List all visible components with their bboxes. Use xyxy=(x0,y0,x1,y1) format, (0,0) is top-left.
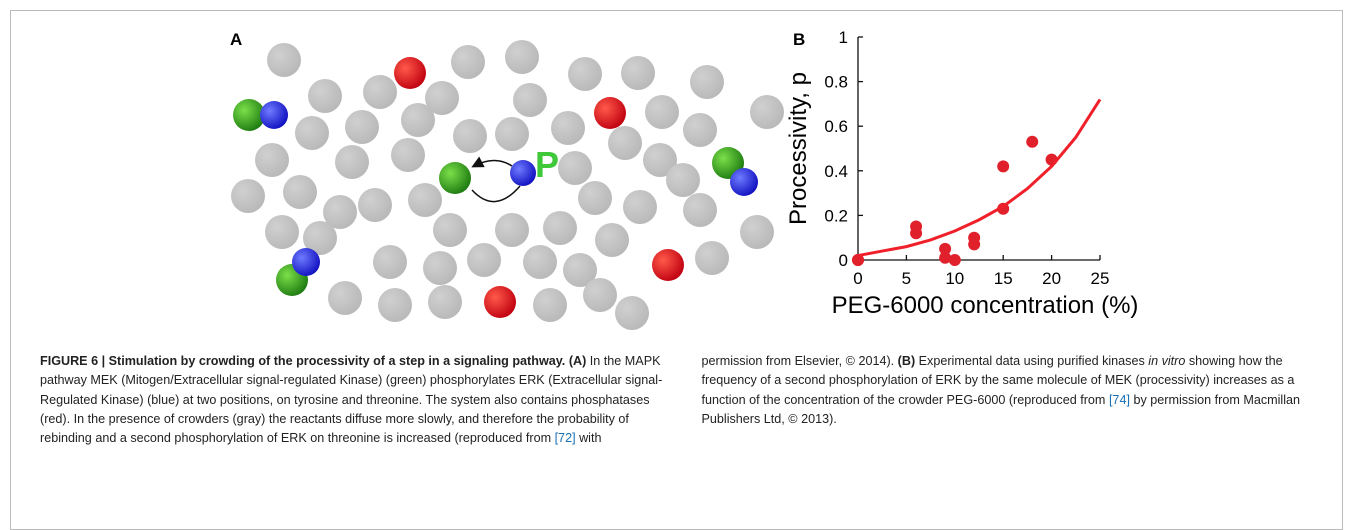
data-point xyxy=(948,254,961,266)
arrow xyxy=(471,185,521,203)
caption-text: with permission from Elsevier, © 2014). xyxy=(579,354,895,446)
data-point xyxy=(852,254,864,266)
x-tick-label: 10 xyxy=(945,269,964,288)
y-tick-label: 0.2 xyxy=(824,206,848,225)
phosphatases xyxy=(394,57,684,318)
caption-text: (A) xyxy=(568,354,587,368)
caption-title: FIGURE 6 | Stimulation by crowding of th… xyxy=(40,354,566,368)
data-point xyxy=(939,251,952,264)
data-point xyxy=(910,227,923,240)
y-tick-label: 1 xyxy=(839,28,848,47)
y-tick-label: 0.6 xyxy=(824,117,848,136)
data-point xyxy=(1026,135,1039,148)
caption-text: In the MAPK pathway MEK (Mitogen/Extrace… xyxy=(40,354,663,446)
arrow xyxy=(471,156,513,168)
fit-line xyxy=(857,98,1102,258)
caption-text: (B) xyxy=(897,354,916,368)
x-tick-label: 0 xyxy=(853,269,862,288)
y-axis-label: Processivity, p xyxy=(785,72,812,225)
y-tick-label: 0.4 xyxy=(824,162,848,181)
x-tick-label: 15 xyxy=(994,269,1013,288)
data-point xyxy=(968,238,981,251)
data-point xyxy=(997,160,1010,173)
x-tick-label: 25 xyxy=(1091,269,1110,288)
erk xyxy=(260,101,758,276)
citation-link[interactable]: [72] xyxy=(554,431,576,446)
data-point xyxy=(939,242,952,255)
x-tick-label: 20 xyxy=(1042,269,1061,288)
crowders xyxy=(231,40,784,330)
phospho-label: P xyxy=(535,144,559,185)
caption-text: by permission from Macmillan Publishers … xyxy=(701,392,1301,426)
y-tick-label: 0.8 xyxy=(824,73,848,92)
panel-label: A xyxy=(230,30,242,49)
x-tick-label: 5 xyxy=(902,269,911,288)
caption-text: showing how the frequency of a second ph… xyxy=(701,354,1295,407)
caption: FIGURE 6 | Stimulation by crowding of th… xyxy=(40,352,1325,448)
y-tick-label: 0 xyxy=(839,251,848,270)
panel-label: B xyxy=(793,30,805,49)
x-axis-label: PEG-6000 concentration (%) xyxy=(832,292,1139,319)
citation-link[interactable]: [74] xyxy=(1108,392,1130,407)
caption-text: in vitro xyxy=(1148,354,1186,368)
caption-text: Experimental data using purified kinases xyxy=(918,354,1145,368)
